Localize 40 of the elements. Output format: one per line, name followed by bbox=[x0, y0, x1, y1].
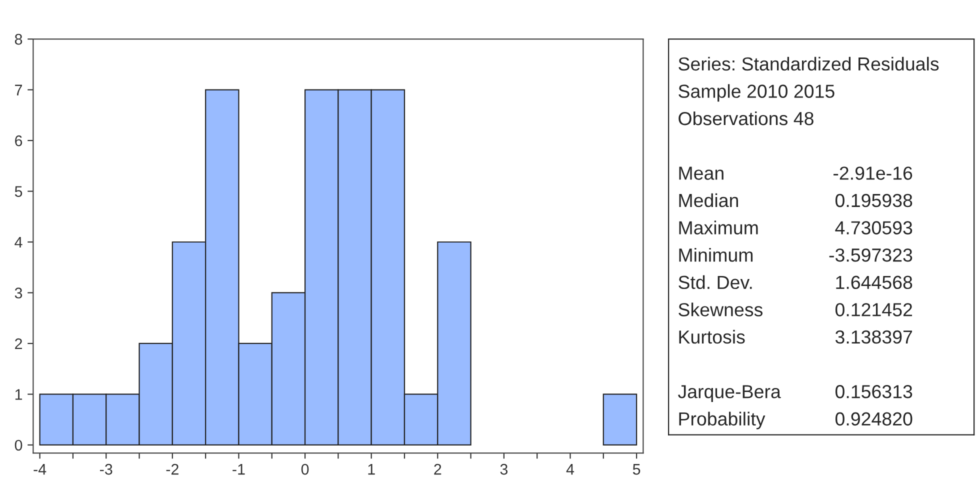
y-tick-label: 0 bbox=[14, 440, 22, 451]
x-tick-label: -4 bbox=[34, 464, 46, 475]
text: Skewness bbox=[678, 302, 763, 316]
text: Mean bbox=[679, 166, 724, 180]
text: -2.91e-16 bbox=[834, 166, 912, 180]
text: 0.121452 bbox=[835, 303, 912, 316]
text: Sample 2010 2015 bbox=[678, 84, 834, 102]
y-tick-label: 3 bbox=[14, 288, 22, 298]
x-tick-label: -2 bbox=[166, 464, 178, 475]
text: 1.644568 bbox=[836, 276, 912, 290]
text: Minimum bbox=[679, 248, 753, 262]
x-tick-label: 2 bbox=[434, 464, 442, 475]
text: 3.138397 bbox=[835, 330, 912, 344]
text: Maximum bbox=[679, 220, 758, 234]
text: Median bbox=[679, 193, 738, 208]
y-tick-label: 2 bbox=[15, 338, 22, 350]
text: 0.156313 bbox=[835, 385, 912, 398]
x-tick-label: 5 bbox=[632, 464, 640, 475]
text: 0.195938 bbox=[835, 194, 912, 208]
text: -3.597323 bbox=[829, 248, 912, 262]
x-tick-label: 1 bbox=[368, 464, 375, 475]
text: Probability bbox=[679, 412, 766, 430]
text: Jarque-Bera bbox=[678, 385, 781, 402]
y-tick-label: 8 bbox=[14, 34, 22, 45]
text: Std. Dev. bbox=[678, 275, 752, 290]
text: Observations 48 bbox=[678, 111, 814, 126]
y-tick-label: 4 bbox=[14, 237, 22, 248]
x-tick-label: 4 bbox=[566, 464, 574, 475]
x-tick-label: 3 bbox=[500, 464, 508, 475]
x-tick-label: -3 bbox=[100, 464, 112, 475]
y-tick-label: 7 bbox=[15, 84, 22, 96]
y-tick-label: 1 bbox=[15, 389, 22, 400]
x-tick-label: -1 bbox=[232, 464, 245, 475]
y-tick-label: 6 bbox=[15, 135, 22, 146]
text: 4.730593 bbox=[835, 221, 912, 234]
x-tick-label: 0 bbox=[301, 464, 309, 475]
text: Series: Standardized Residuals bbox=[678, 56, 939, 71]
text: Kurtosis bbox=[679, 330, 745, 344]
text: 0.924820 bbox=[835, 412, 912, 426]
y-tick-label: 5 bbox=[14, 186, 22, 197]
